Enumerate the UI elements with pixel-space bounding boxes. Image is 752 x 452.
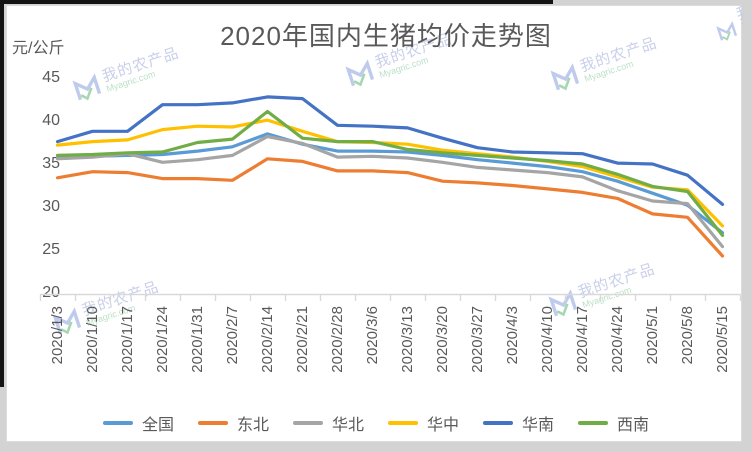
y-tick-label: 35 bbox=[42, 155, 60, 172]
x-tick-label: 2020/4/17 bbox=[573, 306, 591, 373]
legend-label: 华北 bbox=[331, 417, 364, 434]
window-border-bottom bbox=[0, 443, 752, 452]
legend-item-华南: 华南 bbox=[483, 411, 554, 435]
series-line-东北 bbox=[55, 157, 725, 258]
x-tick-label: 2020/2/14 bbox=[258, 306, 276, 373]
x-tick-label: 2020/5/15 bbox=[713, 306, 731, 373]
series-line-西南 bbox=[55, 109, 725, 237]
legend-label: 华南 bbox=[522, 417, 555, 434]
x-tick-label: 2020/4/24 bbox=[608, 306, 626, 373]
series-line-全国 bbox=[55, 132, 725, 235]
x-tick-label: 2020/4/10 bbox=[538, 306, 556, 373]
y-tick-label: 20 bbox=[42, 284, 60, 301]
legend-line-swatch bbox=[102, 421, 133, 425]
window-border-left-gray bbox=[0, 387, 4, 452]
legend-line-swatch bbox=[578, 421, 609, 425]
legend-line-swatch bbox=[197, 421, 228, 425]
legend-label: 东北 bbox=[236, 417, 269, 434]
legend-item-华中: 华中 bbox=[388, 411, 459, 435]
window-border-right bbox=[743, 0, 752, 452]
y-axis-unit-label: 元/公斤 bbox=[12, 40, 65, 57]
x-tick-label: 2020/2/21 bbox=[293, 306, 311, 373]
legend-label: 西南 bbox=[617, 417, 650, 434]
legend-item-全国: 全国 bbox=[102, 411, 174, 435]
window-border-left bbox=[0, 0, 4, 387]
x-tick-label: 2020/2/7 bbox=[223, 306, 241, 365]
x-tick-label: 2020/3/6 bbox=[363, 306, 381, 365]
y-tick-label: 40 bbox=[42, 112, 60, 129]
x-tick-label: 2020/5/1 bbox=[643, 306, 661, 365]
series-line-华中 bbox=[55, 118, 725, 228]
x-axis-line bbox=[39, 293, 742, 301]
legend-line-swatch bbox=[483, 421, 514, 425]
window-border-top-gray bbox=[553, 0, 752, 4]
y-tick-label: 30 bbox=[42, 198, 60, 215]
x-tick-label: 2020/1/24 bbox=[153, 306, 171, 373]
chart-panel bbox=[6, 5, 742, 442]
legend-item-西南: 西南 bbox=[578, 411, 649, 435]
legend-line-swatch bbox=[388, 421, 418, 425]
series-line-华南 bbox=[55, 95, 725, 206]
x-tick-label: 2020/3/27 bbox=[468, 306, 486, 373]
window-border-top bbox=[0, 0, 553, 4]
chart-legend: 全国 东北 华北 华中 华南 西南 bbox=[0, 411, 752, 435]
series-line-华北 bbox=[55, 134, 725, 249]
x-tick-label: 2020/4/3 bbox=[503, 306, 521, 365]
x-tick-label: 2020/5/8 bbox=[678, 306, 696, 365]
legend-line-swatch bbox=[292, 421, 323, 425]
y-tick-label: 25 bbox=[42, 241, 60, 258]
x-tick-label: 2020/1/10 bbox=[83, 306, 101, 373]
chart-title: 2020年国内生猪均价走势图 bbox=[220, 21, 552, 51]
legend-label: 全国 bbox=[141, 417, 174, 434]
x-tick-label: 2020/3/20 bbox=[433, 306, 451, 373]
x-tick-label: 2020/1/3 bbox=[48, 306, 66, 365]
x-tick-label: 2020/2/28 bbox=[328, 306, 346, 373]
x-tick-label: 2020/1/17 bbox=[118, 306, 136, 373]
legend-item-华北: 华北 bbox=[292, 411, 364, 435]
y-tick-label: 45 bbox=[42, 69, 60, 86]
x-tick-label: 2020/1/31 bbox=[188, 306, 206, 373]
legend-item-东北: 东北 bbox=[197, 411, 269, 435]
x-tick-label: 2020/3/13 bbox=[398, 306, 416, 373]
legend-label: 华中 bbox=[427, 417, 460, 434]
